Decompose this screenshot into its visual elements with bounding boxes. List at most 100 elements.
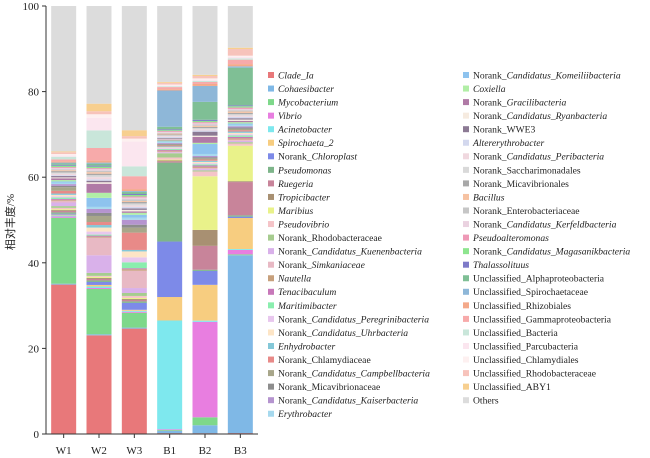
y-tick-label: 0	[34, 429, 40, 441]
bar-segment-B3-19	[227, 132, 253, 135]
legend-label: Bacillus	[473, 192, 505, 203]
bar-segment-W2-40	[86, 165, 112, 167]
bar-segment-W3-48	[121, 136, 147, 139]
legend-item: Maribius	[268, 206, 313, 217]
legend-item: Thalassolituus	[463, 260, 529, 271]
legend-label: Norank_Micavibrionaceae	[278, 382, 380, 393]
x-tick-label: W2	[91, 445, 107, 457]
bar-segment-W1-18	[51, 196, 77, 198]
bar-segment-W1-43	[51, 161, 77, 163]
legend-swatch	[268, 315, 274, 322]
bar-segment-W2-13	[86, 255, 112, 273]
legend-swatch	[463, 193, 469, 200]
bar-segment-W3-8	[121, 299, 147, 302]
legend-label: Ruegeria	[277, 179, 313, 190]
bar-segment-W2-25	[86, 206, 112, 209]
bar-segment-B1-25	[157, 142, 183, 143]
bar-segment-W1-0	[51, 284, 77, 434]
legend-label: Norank_Candidatus_Peregrinibacteria	[278, 314, 429, 325]
bar-segment-W2-49	[86, 103, 112, 112]
bar-segment-W2-21	[86, 222, 112, 226]
bar-segment-B3-15	[227, 138, 253, 140]
bar-segment-W3-24	[121, 219, 147, 225]
bar-segment-W3-34	[121, 201, 147, 204]
bar-segment-W3-4	[121, 310, 147, 312]
bar-segment-W3-33	[121, 203, 147, 206]
legend-swatch	[463, 383, 469, 390]
legend-label: Unclassified_ABY1	[473, 382, 551, 393]
legend-item: Norank_Saccharimonadales	[463, 165, 581, 176]
bar-segment-W1-10	[51, 209, 77, 211]
legend-swatch	[268, 72, 274, 78]
bar-segment-B1-14	[157, 151, 183, 153]
bar-segment-B2-26	[192, 144, 218, 154]
legend-swatch	[463, 180, 469, 187]
bar-segment-B1-37	[157, 131, 183, 133]
legend-swatch	[268, 193, 274, 200]
bar-segment-B3-39	[227, 106, 253, 108]
bar-segment-B2-40	[192, 119, 218, 121]
legend-item: Ruegeria	[268, 179, 313, 190]
bar-segment-B1-28	[157, 139, 183, 141]
bar-segment-B2-47	[192, 78, 218, 80]
bar-segment-W2-6	[86, 281, 112, 285]
bar-segment-B2-17	[192, 164, 218, 166]
bar-segment-B3-30	[227, 118, 253, 120]
bar-segment-B1-27	[157, 140, 183, 142]
legend-swatch	[268, 370, 274, 377]
bar-segment-W2-30	[86, 180, 112, 183]
legend-swatch	[463, 99, 469, 106]
bar-segment-B1-32	[157, 136, 183, 138]
legend-label: Pseudoalteromonas	[472, 233, 549, 244]
bar-segment-B3-9	[227, 181, 253, 183]
bar-segment-W1-31	[51, 175, 77, 177]
bar-segment-W2-15	[86, 236, 112, 238]
legend-swatch	[463, 288, 469, 295]
legend-swatch	[463, 370, 469, 377]
bar-segment-B1-3	[157, 429, 183, 431]
bar-segment-B3-41	[227, 67, 253, 106]
bar-segment-W3-5	[121, 309, 147, 311]
bar-segment-W3-10	[121, 297, 147, 299]
bar-segment-W2-47	[86, 114, 112, 118]
legend-item: Norank_Candidatus_Ryanbacteria	[463, 111, 607, 122]
legend-item: Norank_Micavibrionaceae	[268, 382, 380, 393]
bar-segment-B1-36	[157, 132, 183, 134]
legend-swatch	[268, 153, 274, 160]
bar-segment-B1-42	[157, 90, 183, 127]
bar-segment-B3-5	[227, 218, 253, 250]
bar-segment-B1-2	[157, 430, 183, 432]
bar-segment-B2-30	[192, 131, 218, 136]
legend-label: Norank_Candidatus_Uhrbacteria	[278, 328, 408, 339]
bar-segment-B2-10	[192, 176, 218, 230]
bar-segment-W3-1	[121, 327, 147, 329]
legend-label: Altererythrobacter	[472, 138, 544, 149]
bar-segment-B1-26	[157, 141, 183, 143]
legend-label: Norank_Enterobacteriaceae	[473, 206, 580, 217]
legend: Clade_Ia Cohaesibacter Mycobacterium Vibrio…	[268, 70, 630, 420]
bar-segment-B1-9	[157, 160, 183, 162]
bar-segment-W3-13	[121, 288, 147, 293]
legend-item: Pseudoalteromonas	[463, 233, 549, 244]
bar-segment-B2-16	[192, 165, 218, 167]
bar-segment-W1-50	[51, 6, 77, 152]
bar-segment-B3-29	[227, 119, 253, 121]
bar-segment-B1-8	[157, 161, 183, 163]
legend-swatch	[268, 343, 274, 349]
bar-segment-W2-32	[86, 177, 112, 180]
bar-segment-W3-26	[121, 214, 147, 218]
legend-item: Unclassified_ABY1	[463, 382, 551, 393]
legend-swatch	[268, 221, 274, 228]
bar-segment-B2-50	[192, 6, 218, 75]
legend-swatch	[268, 248, 274, 255]
bar-segment-W1-24	[51, 184, 77, 186]
bar-segment-B1-39	[157, 130, 183, 132]
bar-segment-B1-30	[157, 137, 183, 139]
bar-segment-B3-44	[227, 59, 253, 65]
legend-swatch	[463, 207, 469, 214]
bar-segment-W1-41	[51, 163, 77, 165]
bar-segment-B2-27	[192, 142, 218, 145]
bar-segment-B3-11	[227, 143, 253, 146]
legend-item: Norank_Enterobacteriaceae	[463, 206, 580, 217]
